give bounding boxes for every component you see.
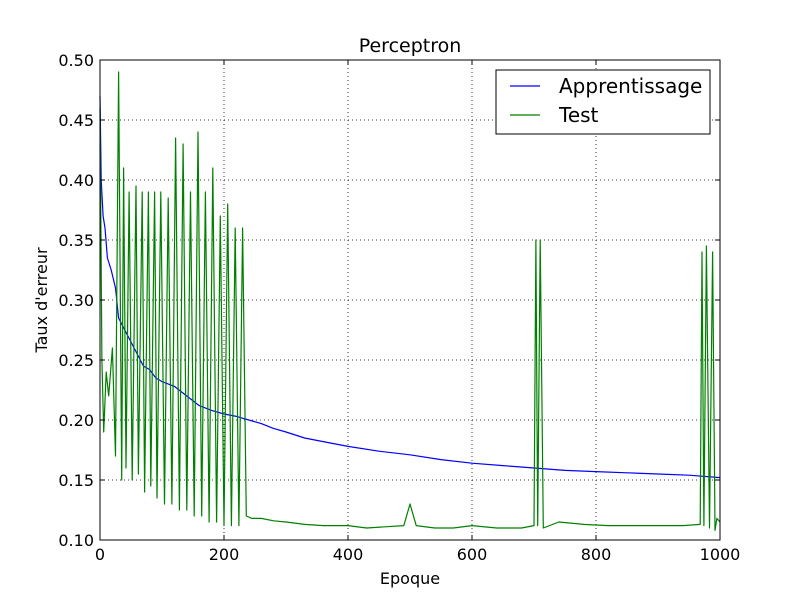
series-layer (99, 71, 721, 532)
x-tick-label: 0 (95, 545, 105, 564)
y-tick-label: 0.15 (58, 471, 94, 490)
x-tick-label: 400 (333, 545, 364, 564)
legend: Apprentissage Test (495, 69, 711, 135)
chart-title: Perceptron (359, 35, 462, 57)
y-tick-label: 0.50 (58, 51, 94, 70)
x-tick-label: 600 (457, 545, 488, 564)
y-tick-label: 0.35 (58, 231, 94, 250)
y-tick-label: 0.45 (58, 111, 94, 130)
y-axis-label: Taux d'erreur (32, 247, 51, 354)
x-tick-label: 800 (581, 545, 612, 564)
x-tick-label: 200 (209, 545, 240, 564)
y-tick-label: 0.30 (58, 291, 94, 310)
legend-label-test: Test (558, 103, 599, 127)
y-tick-label: 0.40 (58, 171, 94, 190)
legend-label-apprentissage: Apprentissage (559, 74, 702, 98)
series-line-apprentissage (99, 95, 721, 479)
x-tick-label: 1000 (700, 545, 741, 564)
series-line-test (99, 71, 721, 532)
y-tick-label: 0.20 (58, 411, 94, 430)
y-tick-label: 0.10 (58, 531, 94, 550)
legend-box (495, 69, 711, 135)
x-axis-label: Epoque (380, 569, 440, 588)
y-tick-label: 0.25 (58, 351, 94, 370)
axis-ticks: 0 200 400 600 800 1000 0.10 0.15 0.20 0.25 0.30 0.3… (58, 51, 740, 564)
